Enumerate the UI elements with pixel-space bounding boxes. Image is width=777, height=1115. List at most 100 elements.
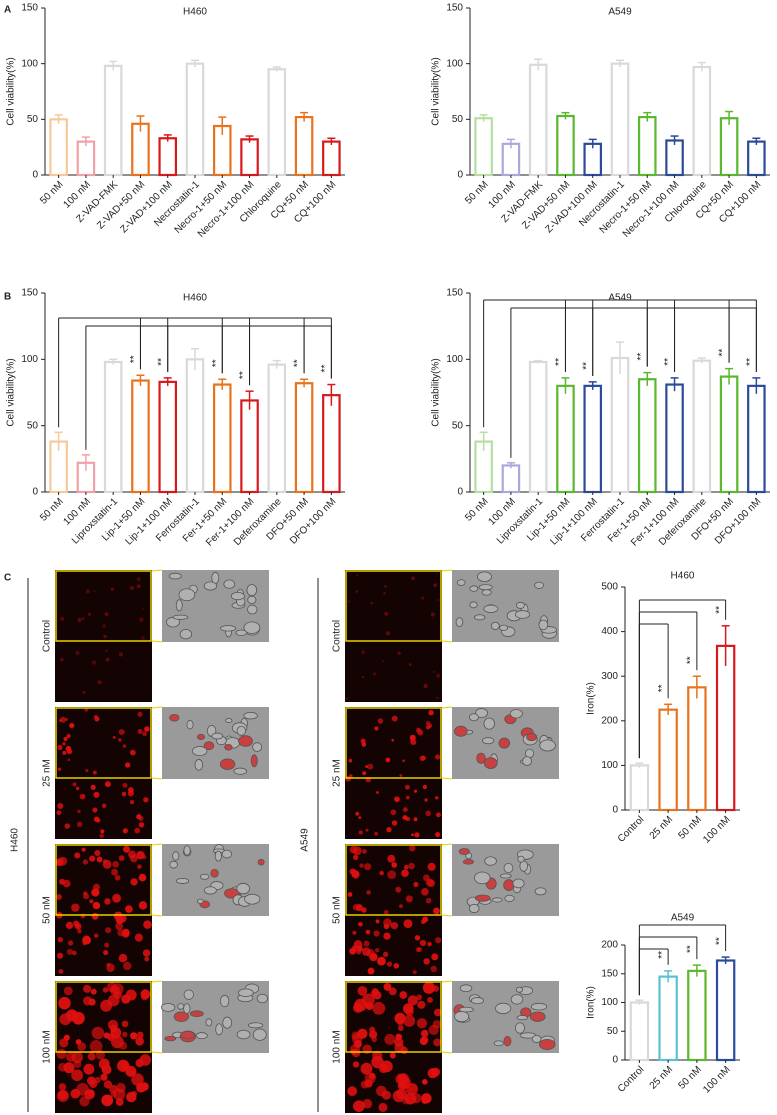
cell-signal (430, 965, 437, 973)
cell-outline (474, 871, 491, 885)
cell-outline (468, 713, 479, 722)
zoom-connector (441, 777, 453, 780)
cell-signal (414, 832, 420, 838)
cell-outline (196, 733, 206, 740)
cell-signal (435, 796, 439, 800)
cell-signal (92, 807, 98, 813)
cell-outline (484, 856, 497, 866)
bar (610, 62, 630, 177)
cell-outline (214, 850, 222, 862)
cell-outline (183, 989, 194, 1000)
cell-signal (361, 848, 367, 854)
cell-signal (425, 878, 434, 887)
cell-signal (59, 719, 63, 722)
cell-signal (66, 948, 73, 955)
significance-label: ** (714, 937, 725, 945)
cell-signal (357, 985, 368, 996)
cell-signal (425, 810, 432, 817)
y-tick-label: 150 (21, 288, 38, 299)
cell-signal (363, 940, 370, 947)
cell-signal (382, 951, 389, 958)
cell-outline (222, 1016, 233, 1029)
cell-signal (58, 1083, 67, 1091)
cell-signal (141, 636, 145, 640)
cell-outline (534, 581, 544, 589)
cell-signal (427, 941, 432, 947)
fluorescence-image (55, 707, 152, 839)
cell-signal (67, 940, 74, 946)
cell-signal (367, 967, 375, 975)
cell-signal (390, 922, 399, 930)
row-label: 50 nM (332, 896, 343, 924)
cell-outline (454, 725, 468, 737)
cell-outline (476, 752, 486, 764)
cell-signal (76, 1082, 89, 1096)
cell-signal (102, 987, 109, 993)
cell-signal (57, 952, 64, 959)
cell-outline (534, 887, 547, 896)
cell-signal (122, 1031, 128, 1038)
cell-signal (371, 1055, 384, 1069)
panel-letter: C (4, 573, 11, 584)
cell-signal (126, 1091, 137, 1103)
cell-signal (85, 589, 90, 594)
cell-outline (160, 1003, 176, 1012)
cell-outline (462, 859, 474, 865)
cell-signal (138, 822, 145, 828)
y-tick-label: 100 (21, 58, 38, 69)
cell-signal (100, 1073, 108, 1081)
bar (687, 686, 707, 812)
bar (158, 137, 178, 177)
cell-outline (205, 1018, 213, 1027)
bar (665, 383, 684, 494)
cell-outline (495, 1002, 512, 1015)
cell-signal (77, 929, 82, 934)
cell-signal (383, 983, 392, 991)
bar (629, 1001, 650, 1062)
cell-signal (385, 631, 391, 636)
cell-signal (136, 584, 141, 589)
cell-signal (96, 856, 103, 863)
cell-outline (459, 984, 473, 993)
cell-signal (422, 916, 429, 923)
zoom-connector (151, 1051, 163, 1054)
bar (629, 764, 650, 812)
x-tick-label: 25 nM (648, 1064, 675, 1091)
significance-label: ** (745, 358, 756, 366)
bar (185, 358, 205, 494)
zoom-box (345, 981, 442, 1053)
cell-signal (63, 736, 68, 742)
cell-signal (83, 984, 92, 993)
zoom-connector (151, 569, 163, 572)
cell-signal (113, 1088, 126, 1101)
cell-signal (74, 852, 81, 859)
y-tick-label: 100 (446, 58, 463, 69)
cell-signal (435, 937, 442, 944)
zoom-box (55, 844, 152, 916)
cell-outline (454, 1010, 470, 1023)
y-tick-label: 0 (612, 1055, 618, 1066)
cell-outline (517, 855, 525, 863)
cell-signal (403, 1015, 416, 1027)
cell-signal (421, 596, 425, 600)
fluorescence-image (345, 707, 442, 839)
cell-outline (211, 732, 224, 740)
cell-signal (93, 714, 98, 719)
cell-outline (510, 994, 524, 1005)
cell-outline (515, 601, 525, 609)
cell-signal (361, 650, 365, 654)
zoom-box (345, 707, 442, 779)
cell-signal (424, 798, 428, 802)
cell-signal (374, 831, 379, 836)
cell-outline (490, 621, 500, 630)
cell-outline (530, 1002, 548, 1011)
cell-signal (384, 584, 387, 588)
cell-signal (374, 726, 379, 731)
cell-outline (210, 868, 219, 878)
x-tick-label: 100 nM (701, 1064, 732, 1095)
cell-signal (124, 762, 131, 768)
cell-signal (62, 742, 66, 746)
cell-outline (224, 744, 233, 751)
zoom-connector (441, 1051, 453, 1054)
cell-signal (67, 758, 71, 762)
